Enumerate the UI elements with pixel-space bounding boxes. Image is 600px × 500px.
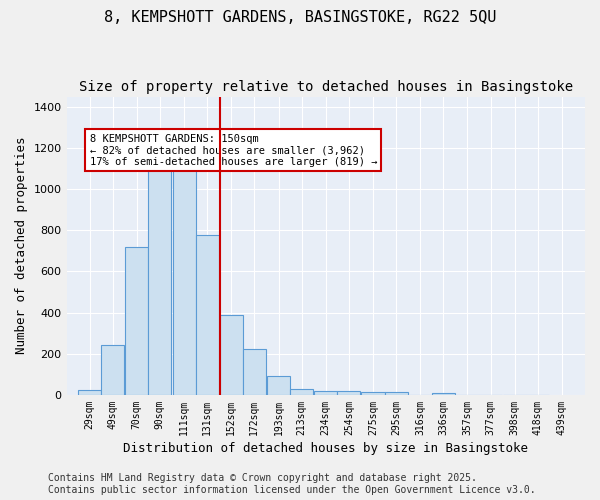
Bar (385, 392, 407, 395)
X-axis label: Distribution of detached houses by size in Basingstoke: Distribution of detached houses by size … (123, 442, 528, 455)
Bar (78, 390, 101, 395)
Text: 8 KEMPSHOTT GARDENS: 150sqm
← 82% of detached houses are smaller (3,962)
17% of : 8 KEMPSHOTT GARDENS: 150sqm ← 82% of det… (89, 134, 377, 167)
Bar (267, 376, 290, 395)
Title: Size of property relative to detached houses in Basingstoke: Size of property relative to detached ho… (79, 80, 573, 94)
Bar (243, 348, 266, 395)
Text: 8, KEMPSHOTT GARDENS, BASINGSTOKE, RG22 5QU: 8, KEMPSHOTT GARDENS, BASINGSTOKE, RG22 … (104, 10, 496, 25)
Y-axis label: Number of detached properties: Number of detached properties (15, 137, 28, 354)
Bar (101, 344, 124, 395)
Bar (361, 392, 385, 395)
Bar (290, 389, 313, 395)
Bar (432, 393, 455, 395)
Bar (337, 391, 361, 395)
Text: Contains HM Land Registry data © Crown copyright and database right 2025.
Contai: Contains HM Land Registry data © Crown c… (48, 474, 536, 495)
Bar (173, 162, 196, 395)
Bar (196, 236, 218, 395)
Bar (314, 391, 337, 395)
Bar (125, 247, 148, 395)
Bar (148, 162, 172, 395)
Bar (220, 314, 243, 395)
